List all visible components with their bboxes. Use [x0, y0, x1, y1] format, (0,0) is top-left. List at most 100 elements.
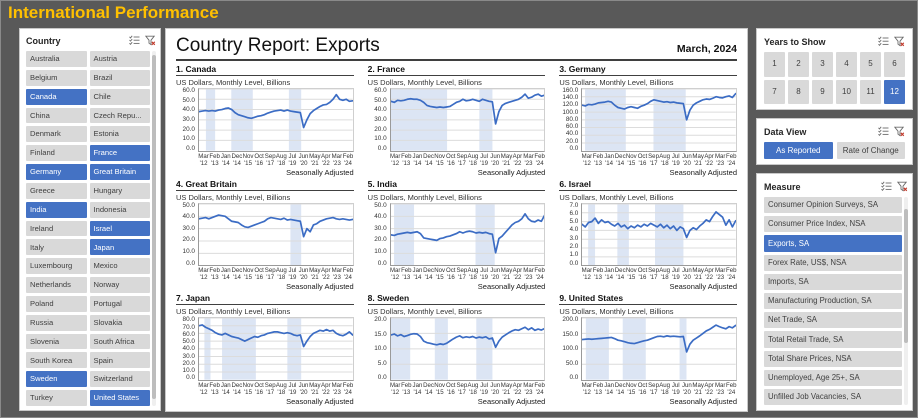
country-list: Australia Austria Belgium Brazil Canada Chile… [26, 51, 150, 406]
country-item-belgium[interactable]: Belgium [26, 69, 87, 86]
years-option-4[interactable]: 4 [836, 52, 857, 77]
country-scrollbar-thumb[interactable] [152, 54, 156, 399]
years-option-11[interactable]: 11 [860, 79, 881, 104]
measure-item-unemployed-age-25-sa[interactable]: Unemployed, Age 25+, SA [764, 369, 902, 386]
years-option-12[interactable]: 12 [884, 79, 905, 104]
country-item-chile[interactable]: Chile [89, 88, 150, 105]
country-item-great-britain[interactable]: Great Britain [89, 164, 150, 180]
country-item-netherlands[interactable]: Netherlands [26, 277, 87, 293]
country-item-japan[interactable]: Japan [89, 239, 150, 256]
measure-item-total-share-prices-nsa[interactable]: Total Share Prices, NSA [764, 350, 902, 367]
years-option-5[interactable]: 5 [860, 52, 881, 77]
country-item-india[interactable]: India [26, 201, 87, 218]
x-tick-label: Nov '15 [625, 152, 637, 167]
country-item-greece[interactable]: Greece [26, 182, 87, 199]
measure-item-imports-sa[interactable]: Imports, SA [764, 273, 902, 290]
clear-filter-icon[interactable] [894, 36, 905, 47]
country-item-united-states[interactable]: United States [89, 390, 150, 406]
country-item-switzerland[interactable]: Switzerland [89, 371, 150, 388]
years-option-1[interactable]: 1 [764, 52, 785, 77]
years-option-10[interactable]: 10 [836, 79, 857, 104]
country-item-china[interactable]: China [26, 107, 87, 124]
x-tick-label: Feb '13 [592, 152, 604, 167]
measure-item-consumer-opinion-surveys-sa[interactable]: Consumer Opinion Surveys, SA [764, 197, 902, 214]
country-item-south-korea[interactable]: South Korea [26, 352, 87, 369]
multi-select-icon[interactable] [878, 126, 889, 137]
country-item-czech-repu[interactable]: Czech Repu... [89, 107, 150, 124]
x-tick-label: Jun '20 [490, 152, 501, 167]
country-item-france[interactable]: France [89, 145, 150, 162]
country-item-south-africa[interactable]: South Africa [89, 333, 150, 350]
country-item-ireland[interactable]: Ireland [26, 220, 87, 237]
chart-subtitle: US Dollars, Monthly Level, Billions [176, 307, 291, 317]
country-item-slovenia[interactable]: Slovenia [26, 333, 87, 350]
country-item-denmark[interactable]: Denmark [26, 126, 87, 143]
country-item-australia[interactable]: Australia [26, 51, 87, 67]
measure-item-unfilled-job-vacancies-sa[interactable]: Unfilled Job Vacancies, SA [764, 388, 902, 406]
country-item-poland[interactable]: Poland [26, 295, 87, 312]
country-panel-header: Country [26, 33, 156, 48]
clear-filter-icon[interactable] [145, 35, 156, 46]
measure-scrollbar-thumb[interactable] [904, 209, 908, 343]
years-option-6[interactable]: 6 [884, 52, 905, 77]
country-item-hungary[interactable]: Hungary [89, 182, 150, 199]
measure-scrollbar[interactable] [904, 197, 908, 405]
chart-y-axis: 50.0 40.0 30.0 20.0 10.0 0.0 [176, 201, 198, 267]
y-tick-label: 50.0 [182, 201, 195, 209]
country-item-mexico[interactable]: Mexico [89, 258, 150, 275]
country-item-israel[interactable]: Israel [89, 220, 150, 237]
chart-plot-row: 200.0 150.0 100.0 50.0 0.0 [559, 317, 737, 381]
country-item-canada[interactable]: Canada [26, 88, 87, 105]
chart-x-axis: Mar '12 Feb '13 Jan '14 Dec '14 Nov '15 Oct '16 Sep '… [581, 153, 737, 167]
measure-item-net-trade-sa[interactable]: Net Trade, SA [764, 312, 902, 329]
x-tick-label: Dec '14 [614, 381, 626, 396]
years-option-8[interactable]: 8 [788, 79, 809, 104]
country-item-austria[interactable]: Austria [89, 51, 150, 67]
chart-x-axis: Mar '12 Feb '13 Jan '14 Dec '14 Nov '15 Oct '16 Sep '… [198, 153, 354, 167]
years-option-3[interactable]: 3 [812, 52, 833, 77]
country-item-turkey[interactable]: Turkey [26, 390, 87, 406]
data-view-option-as-reported[interactable]: As Reported [764, 142, 833, 159]
measure-item-manufacturing-production-sa[interactable]: Manufacturing Production, SA [764, 292, 902, 310]
country-item-russia[interactable]: Russia [26, 314, 87, 331]
years-option-9[interactable]: 9 [812, 79, 833, 104]
measure-list: Consumer Opinion Surveys, SA Consumer Pri… [764, 197, 902, 406]
chart-plot-area [389, 202, 546, 267]
multi-select-icon[interactable] [878, 36, 889, 47]
clear-filter-icon[interactable] [897, 181, 908, 192]
x-tick-label: Oct '16 [254, 381, 264, 396]
y-tick-label: 30.0 [374, 115, 387, 123]
x-tick-label: Nov '15 [434, 152, 446, 167]
x-tick-label: Mar '23 [714, 381, 726, 396]
measure-item-total-retail-trade-sa[interactable]: Total Retail Trade, SA [764, 331, 902, 348]
country-item-finland[interactable]: Finland [26, 145, 87, 162]
country-item-italy[interactable]: Italy [26, 239, 87, 256]
country-item-portugal[interactable]: Portugal [89, 295, 150, 312]
country-item-spain[interactable]: Spain [89, 352, 150, 369]
country-scrollbar[interactable] [152, 51, 156, 406]
years-option-2[interactable]: 2 [788, 52, 809, 77]
multi-select-icon[interactable] [129, 35, 140, 46]
clear-filter-icon[interactable] [894, 126, 905, 137]
chart-canada: 1. Canada US Dollars, Monthly Level, Bill… [176, 64, 354, 177]
multi-select-icon[interactable] [881, 181, 892, 192]
measure-item-forex-rate-us-nsa[interactable]: Forex Rate, US$, NSA [764, 254, 902, 271]
y-tick-label: 100.0 [562, 345, 579, 353]
measure-item-exports-sa[interactable]: Exports, SA [764, 235, 902, 252]
y-tick-label: 50.0 [182, 338, 195, 346]
x-tick-label: Aug '18 [659, 381, 671, 396]
country-item-sweden[interactable]: Sweden [26, 371, 87, 388]
country-item-slovakia[interactable]: Slovakia [89, 314, 150, 331]
years-option-7[interactable]: 7 [764, 79, 785, 104]
country-item-indonesia[interactable]: Indonesia [89, 201, 150, 218]
country-item-brazil[interactable]: Brazil [89, 69, 150, 86]
country-item-estonia[interactable]: Estonia [89, 126, 150, 143]
x-tick-label: Jan '14 [412, 381, 423, 396]
chart-plot-area [389, 317, 546, 381]
country-item-norway[interactable]: Norway [89, 277, 150, 293]
measure-item-consumer-price-index-nsa[interactable]: Consumer Price Index, NSA [764, 216, 902, 233]
country-item-luxembourg[interactable]: Luxembourg [26, 258, 87, 275]
country-item-germany[interactable]: Germany [26, 164, 87, 180]
y-tick-label: 20.0 [565, 137, 579, 145]
data-view-option-rate-of-change[interactable]: Rate of Change [836, 142, 905, 159]
